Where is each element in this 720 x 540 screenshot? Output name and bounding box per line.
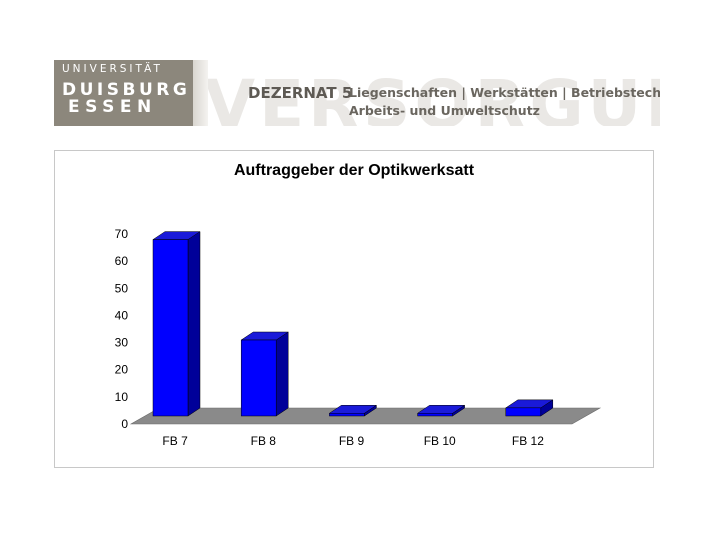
departments-line-1: Liegenschaften | Werkstätten | Betriebst… bbox=[349, 85, 660, 100]
y-tick-label: 0 bbox=[121, 417, 128, 431]
bar-side bbox=[275, 331, 289, 417]
x-tick-label: FB 9 bbox=[339, 434, 365, 448]
logo-line-duisburg: DUISBURG bbox=[62, 80, 191, 100]
logo-line-universitat: UNIVERSITÄT bbox=[62, 63, 163, 75]
bar-side bbox=[187, 231, 201, 417]
chart-title: Auftraggeber der Optikwerksatt bbox=[233, 162, 475, 179]
banner-divider bbox=[193, 60, 208, 126]
header: UNIVERSITÄT DUISBURG ESSEN VERSORGUNG DE… bbox=[0, 0, 720, 140]
y-tick-label: 20 bbox=[115, 363, 129, 377]
y-tick-label: 60 bbox=[115, 254, 129, 268]
logo-line-essen: ESSEN bbox=[68, 97, 157, 117]
bar bbox=[505, 407, 542, 417]
y-tick-label: 40 bbox=[115, 308, 129, 322]
y-tick-label: 50 bbox=[115, 281, 129, 295]
banner-watermark: VERSORGUNG bbox=[208, 66, 660, 126]
bar bbox=[240, 339, 277, 417]
bar bbox=[417, 413, 453, 417]
bar bbox=[152, 239, 189, 417]
departments-line-2: Arbeits- und Umweltschutz bbox=[349, 103, 540, 118]
y-tick-label: 30 bbox=[115, 336, 129, 350]
x-tick-label: FB 7 bbox=[162, 434, 188, 448]
x-tick-label: FB 12 bbox=[512, 434, 544, 448]
university-logo[interactable]: UNIVERSITÄT DUISBURG ESSEN bbox=[54, 60, 193, 126]
x-tick-label: FB 10 bbox=[424, 434, 456, 448]
y-tick-label: 70 bbox=[115, 227, 129, 241]
dezernat-banner: VERSORGUNG DEZERNAT 5 Liegenschaften | W… bbox=[208, 60, 660, 126]
x-tick-label: FB 8 bbox=[251, 434, 277, 448]
y-tick-label: 10 bbox=[115, 390, 129, 404]
bar bbox=[329, 413, 365, 417]
dezernat-label: DEZERNAT 5 bbox=[248, 84, 353, 102]
